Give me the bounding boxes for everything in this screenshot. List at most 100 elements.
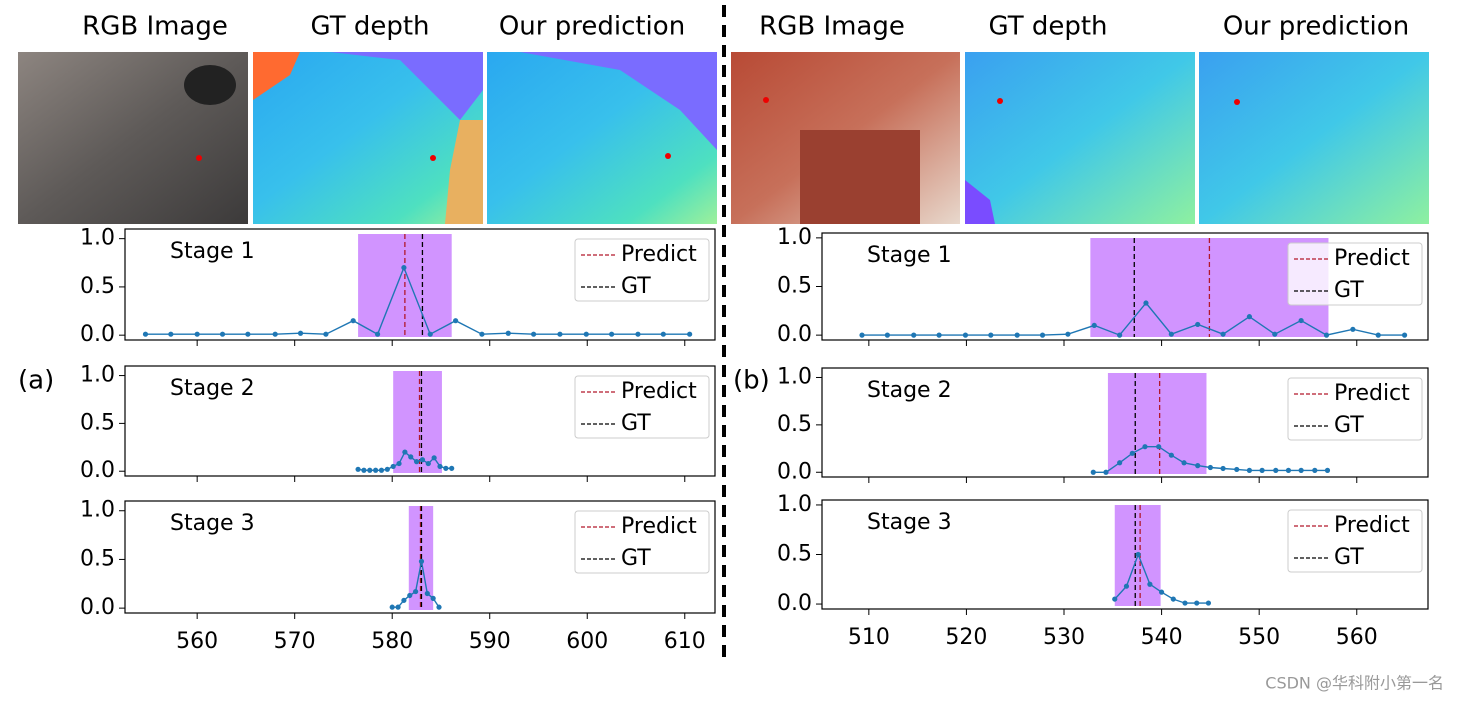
y-tick-label: 0.0 [80,322,115,347]
y-tick-label: 0.5 [777,542,812,567]
x-tick-label: 610 [664,629,706,654]
probe-point [196,155,202,161]
legend-label: GT [621,411,651,436]
y-tick-label: 0.5 [777,412,812,437]
data-point [1117,332,1123,338]
data-point [988,332,994,338]
x-tick-label: 560 [1336,625,1378,650]
data-point [1135,551,1141,558]
data-point [396,460,402,467]
data-point [245,331,251,337]
data-point [1065,331,1071,337]
stage-label: Stage 3 [170,511,255,536]
data-point [936,332,942,338]
x-tick-label: 530 [1043,625,1085,650]
data-point [1207,464,1213,471]
y-tick-label: 0.5 [80,546,115,571]
image-detail [445,120,483,224]
x-tick-label: 600 [566,629,608,654]
chart: 0.0 0.5 1.0 Stage 2 Predict GT [777,364,1429,484]
data-point [1039,332,1046,338]
x-tick-label: 550 [1238,625,1280,650]
data-point [1117,460,1123,466]
data-point [1259,467,1265,473]
legend-label: Predict [621,242,697,267]
y-tick-label: 0.0 [777,459,812,484]
data-point [431,455,437,461]
data-point [609,331,615,337]
y-tick-label: 1.0 [80,363,115,388]
data-point [425,460,431,467]
y-tick-label: 0.0 [80,595,115,620]
image-detail [184,65,236,105]
data-line [145,265,690,336]
data-point [1156,444,1162,450]
data-point [884,332,890,338]
data-point [355,466,361,472]
data-point [1090,469,1096,475]
data-point [1123,583,1130,589]
data-point [1103,469,1109,475]
x-tick-label: 580 [371,629,413,654]
data-point [1129,450,1135,456]
chart: 0.0 0.5 1.0 560 570 580 590 600 610 Stage 3 Predic… [80,498,716,654]
data-point [408,454,414,460]
data-point [402,449,408,455]
data-point [350,318,356,324]
data-point [142,331,149,337]
probe-point [997,98,1003,104]
image-title: RGB Image [759,12,905,42]
data-point [395,604,401,610]
data-point [413,588,419,595]
data-point [1142,444,1148,450]
data-point [962,332,969,338]
data-point [452,318,459,324]
stage-label: Stage 3 [867,510,952,535]
y-tick-label: 1.0 [80,226,115,251]
stage-label: Stage 2 [170,376,255,401]
data-point [1324,467,1331,473]
stage-label: Stage 2 [867,378,952,403]
panel-label: (b) [733,366,770,396]
x-tick-label: 540 [1141,625,1183,650]
data-point [1234,466,1240,473]
data-point [859,332,865,338]
image-title: Our prediction [1223,12,1409,42]
image-detail [253,52,300,100]
data-point [384,466,390,472]
data-point [194,331,200,337]
data-point [436,604,442,610]
data-point [361,467,367,473]
data-point [1298,467,1304,473]
image-title: GT depth [310,12,429,42]
image-detail [800,130,920,224]
plot-frame [124,228,716,341]
data-point [1220,331,1226,337]
legend-label: Predict [621,379,697,404]
data-point [1273,467,1279,473]
data-point [378,467,385,473]
y-tick-label: 0.0 [777,591,812,616]
image-row-a [18,52,717,224]
data-point [583,331,589,337]
y-tick-label: 0.5 [80,410,115,435]
data-point [367,467,373,473]
chart: 0.0 0.5 1.0 Stage 1 Predict GT [777,225,1429,347]
legend-label: GT [621,274,651,299]
data-point [374,331,381,337]
watermark: CSDN @华科附小第一名 [1265,674,1444,693]
y-tick-label: 1.0 [777,492,812,517]
image-row-b [731,52,1429,224]
image-detail [965,180,995,224]
data-point [1112,596,1118,602]
data-point [297,330,304,336]
probe-point [430,155,436,161]
data-point [1168,452,1174,458]
y-tick-label: 1.0 [777,225,812,250]
data-point [1350,326,1356,332]
data-point [401,265,407,271]
data-point [418,558,425,564]
image-detail [520,52,717,150]
data-point [635,331,641,337]
